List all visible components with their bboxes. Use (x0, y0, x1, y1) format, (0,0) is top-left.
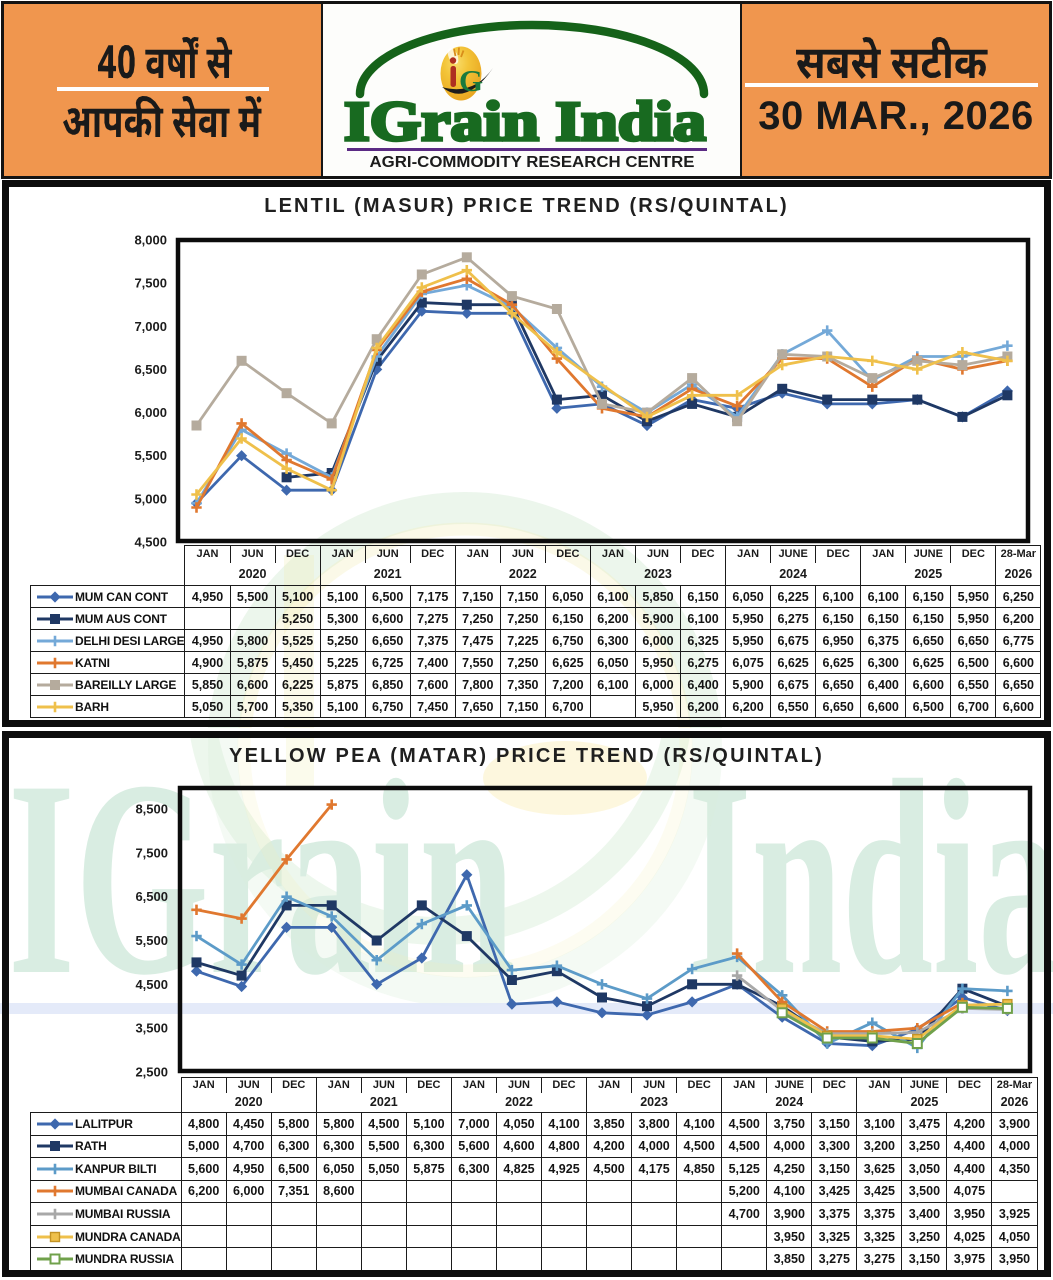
svg-text:6,500: 6,500 (134, 362, 167, 377)
svg-text:8,000: 8,000 (134, 233, 167, 248)
svg-text:3,500: 3,500 (135, 1021, 168, 1036)
svg-text:8,500: 8,500 (135, 802, 168, 817)
svg-text:7,500: 7,500 (135, 845, 168, 860)
svg-text:7,000: 7,000 (134, 319, 167, 334)
svg-text:G: G (459, 63, 483, 98)
svg-text:5,500: 5,500 (135, 933, 168, 948)
svg-text:5,500: 5,500 (134, 448, 167, 463)
svg-text:IGrain: IGrain (8, 731, 515, 1033)
svg-text:6,500: 6,500 (135, 889, 168, 904)
svg-text:IGrain India: IGrain India (344, 91, 706, 153)
svg-text:6,000: 6,000 (134, 405, 167, 420)
svg-text:4,500: 4,500 (134, 535, 167, 550)
svg-text:7,500: 7,500 (134, 276, 167, 291)
svg-text:2,500: 2,500 (135, 1065, 168, 1080)
svg-text:4,500: 4,500 (135, 977, 168, 992)
svg-text:AGRI-COMMODITY RESEARCH CENTRE: AGRI-COMMODITY RESEARCH CENTRE (370, 154, 695, 171)
svg-text:5,000: 5,000 (134, 491, 167, 506)
svg-text:India: India (688, 731, 1053, 1033)
